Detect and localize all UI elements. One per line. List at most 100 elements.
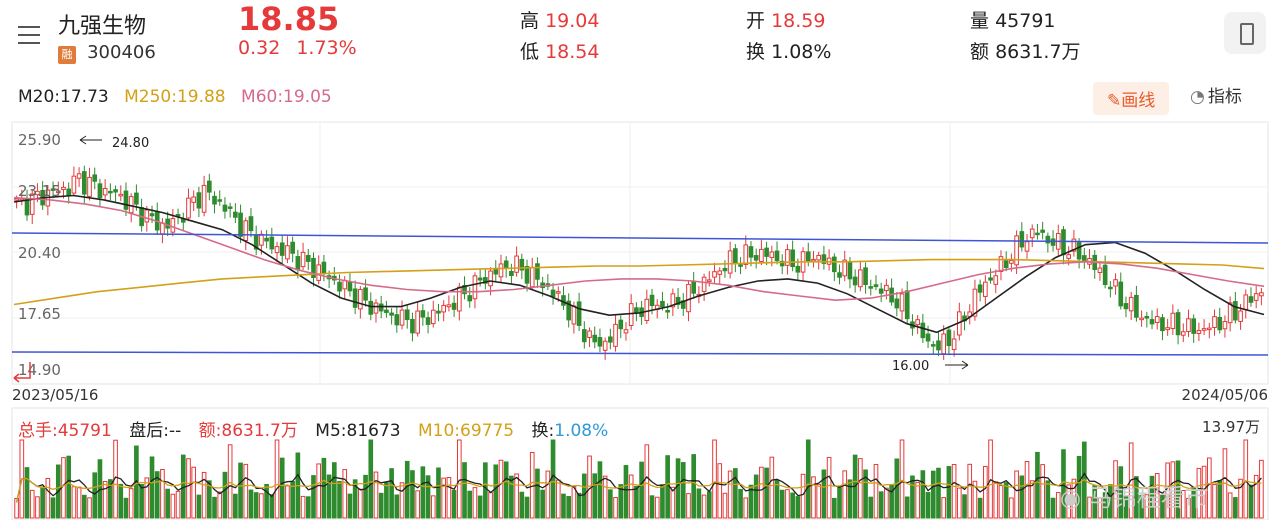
candle-body: [97, 183, 103, 199]
candle-body: [566, 300, 572, 321]
volume-bar: [186, 458, 191, 519]
rotate-screen-button[interactable]: [1224, 12, 1266, 54]
candle-body: [55, 190, 61, 194]
indicator-button[interactable]: ◔ 指标: [1190, 87, 1242, 107]
candle-body: [936, 340, 941, 351]
candle-body: [446, 304, 452, 308]
volume-bar: [227, 444, 233, 519]
candle-body: [1076, 242, 1082, 260]
candle-body: [1050, 238, 1056, 246]
volume-bar: [925, 492, 931, 519]
candle-body: [290, 241, 295, 254]
candle-body: [628, 303, 634, 327]
volume-bar: [545, 470, 551, 519]
volume-bar: [670, 486, 676, 519]
volume-bar: [488, 492, 493, 519]
volume-bar: [201, 471, 207, 519]
volume-bar: [384, 482, 389, 519]
volume-bar: [498, 459, 504, 519]
candle-body: [394, 314, 400, 326]
volume-bar: [1227, 492, 1233, 519]
return-arrow-icon: [13, 362, 31, 383]
volume-bar: [222, 471, 228, 519]
candle-body: [816, 254, 822, 261]
volume-bar: [566, 496, 572, 519]
menu-icon[interactable]: [18, 26, 44, 46]
volume-bar: [14, 498, 19, 519]
volume-bar: [649, 495, 655, 519]
volume-bar: [779, 489, 785, 519]
volume-bar: [264, 484, 269, 519]
current-price: 18.85: [238, 0, 340, 38]
volume-bar: [873, 463, 879, 519]
volume-bar: [524, 496, 530, 519]
candle-body: [524, 266, 530, 284]
volume-bar: [509, 475, 514, 519]
candle-body: [1227, 302, 1233, 324]
volume-bar: [951, 463, 957, 519]
volume-bar: [1003, 482, 1009, 519]
phone-rotate-icon: [1240, 23, 1254, 45]
volume-bar: [733, 468, 738, 519]
turnover-rate: 换 1.08%: [746, 41, 832, 63]
candle-body: [831, 256, 837, 273]
volume-bar: [196, 494, 202, 519]
candle-body: [456, 286, 462, 312]
volume-bar: [285, 485, 290, 519]
candle-body: [733, 248, 738, 264]
candle-body: [462, 284, 467, 295]
volume-bar: [1238, 478, 1243, 519]
candle-body: [87, 176, 92, 197]
volume-bar: [1160, 494, 1165, 519]
candle-body: [1144, 315, 1150, 319]
volume-bar: [1024, 460, 1030, 519]
candle-body: [712, 271, 717, 278]
candle-body: [873, 284, 879, 288]
candle-body: [1196, 330, 1202, 334]
candle-body: [597, 337, 603, 347]
candle-body: [175, 213, 181, 217]
volume-bar: [826, 456, 832, 519]
candle-body: [108, 190, 113, 194]
candle-body: [134, 192, 139, 205]
candle-body: [384, 309, 389, 313]
candle-body: [295, 256, 301, 271]
candle-body: [519, 258, 525, 271]
volume: 量 45791: [970, 10, 1056, 32]
candle-body: [727, 250, 733, 274]
volume-bar: [941, 497, 947, 519]
volume-bar: [759, 466, 764, 519]
volume-bar: [967, 463, 973, 519]
volume-bar: [279, 457, 285, 519]
volume-m10-line: [15, 477, 1262, 503]
candle-body: [378, 303, 384, 312]
draw-line-button[interactable]: ✎画线: [1093, 82, 1170, 115]
candle-body: [76, 173, 82, 179]
candle-body: [1108, 286, 1113, 290]
channel-bottom-line: [11, 351, 1269, 356]
volume-bar: [696, 488, 702, 519]
candle-body: [561, 295, 566, 306]
volume-bar: [1248, 484, 1254, 519]
candle-body: [81, 171, 87, 195]
candle-body: [1253, 293, 1259, 301]
candle-body: [623, 329, 629, 334]
candle-body: [1102, 264, 1108, 286]
volume-bar: [50, 497, 56, 519]
volume-bar: [149, 456, 155, 519]
candle-body: [1040, 229, 1045, 233]
y-tick-1: 23.15: [18, 182, 61, 200]
volume-bar: [66, 455, 72, 519]
candle-body: [1186, 318, 1191, 332]
candle-body: [649, 294, 655, 307]
volume-bar: [1055, 492, 1061, 519]
volume-bar: [1186, 497, 1191, 519]
candle-body: [483, 277, 488, 284]
stock-name: 九强生物: [58, 14, 147, 39]
volume-bar: [665, 455, 670, 519]
candle-body: [358, 288, 363, 310]
candle-body: [102, 187, 108, 196]
volume-bar: [342, 469, 348, 519]
volume-bar: [816, 483, 822, 519]
